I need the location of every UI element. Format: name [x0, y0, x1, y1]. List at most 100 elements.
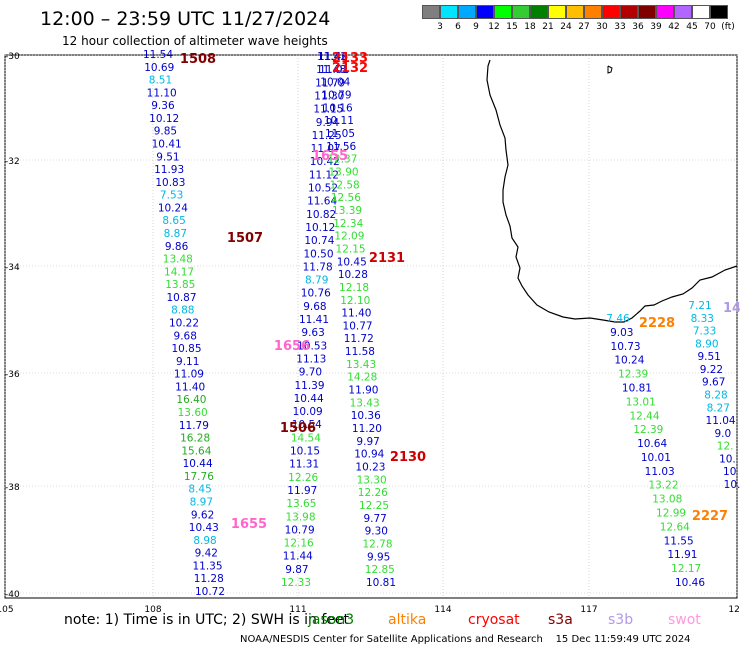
swh-value: 8.98: [193, 535, 216, 547]
pass-label: 1508: [180, 52, 216, 67]
swh-value: 12.56: [331, 192, 361, 204]
swh-value: 10.54: [292, 419, 322, 431]
swh-value: 13.43: [346, 359, 376, 371]
swh-value: 10.77: [343, 320, 373, 332]
swh-value: 10.44: [183, 458, 213, 470]
altimeter-passes: 11.5410.698.5111.109.3610.129.8510.419.5…: [143, 49, 740, 598]
swh-value: 17.76: [184, 471, 214, 483]
swh-value: 11.64: [307, 196, 337, 208]
swh-value: 11.10: [147, 87, 177, 99]
swh-value: 10.64: [637, 438, 667, 450]
swh-value: 10.43: [189, 522, 219, 534]
swh-value: 12.18: [339, 282, 369, 294]
swh-value: 11.58: [345, 346, 375, 358]
swh-value: 9.51: [697, 351, 720, 363]
swh-value: 11.55: [664, 535, 694, 547]
swh-value: 12.64: [660, 521, 690, 533]
swh-value: 8.45: [188, 484, 211, 496]
swh-value: 13.01: [626, 396, 656, 408]
swh-value: 10.79: [321, 89, 351, 101]
swh-value: 10.04: [320, 77, 350, 89]
swh-value: 11.39: [294, 380, 324, 392]
color-scale-label: 18: [524, 22, 536, 32]
swh-value: 11.25: [312, 130, 342, 142]
color-swatch: [638, 5, 656, 19]
footnote: note: 1) Time is in UTC; 2) SWH is in fe…: [64, 612, 350, 628]
swh-value: 10: [723, 466, 736, 478]
swh-value: 10.24: [158, 202, 188, 214]
swh-value: 11.54: [143, 49, 173, 61]
color-scale-label: 12: [488, 22, 500, 32]
swh-value: 10.83: [155, 177, 185, 189]
color-swatch: [656, 5, 674, 19]
color-swatch: [548, 5, 566, 19]
swh-value: 11.44: [283, 551, 313, 563]
swh-value: 9.63: [301, 327, 324, 339]
color-swatch: [566, 5, 584, 19]
swh-value: 10.42: [310, 156, 340, 168]
graticule: [4, 54, 738, 598]
swh-value: 12.09: [334, 231, 364, 243]
swh-value: 10.15: [290, 446, 320, 458]
swh-value: 10.41: [152, 139, 182, 151]
swh-value: 10.16: [323, 102, 353, 114]
swh-value: 13.65: [286, 498, 316, 510]
swh-value: 10.81: [366, 577, 396, 589]
swh-value: 11.15: [313, 104, 343, 116]
swh-value: 9.95: [367, 551, 390, 563]
swh-value: 10.: [719, 453, 736, 465]
swh-value: 11.72: [344, 333, 374, 345]
swh-value: 11.93: [154, 164, 184, 176]
swh-value: 11.90: [348, 385, 378, 397]
pass-label: 1656: [274, 339, 310, 354]
color-scale-label: 15: [506, 22, 518, 32]
swh-value: 9.36: [151, 100, 175, 112]
lon-tick-label: 117: [580, 605, 597, 615]
color-scale-label: (ft): [721, 22, 735, 32]
swh-value: 8.97: [190, 497, 213, 509]
swh-value: 16.28: [180, 433, 210, 445]
swh-value: 8.65: [162, 215, 185, 227]
color-scale-label: 27: [578, 22, 590, 32]
swh-value: 10.74: [304, 235, 334, 247]
pass-label: 2227: [692, 509, 728, 524]
pass-label: 2228: [639, 316, 675, 331]
swh-value: 11.04: [706, 415, 736, 427]
swh-value: 11.35: [192, 560, 222, 572]
swh-value: 10.46: [675, 577, 705, 589]
swh-value: 12.85: [365, 564, 395, 576]
pass-label: 1655: [312, 149, 348, 164]
swh-value: 9.03: [610, 327, 633, 339]
color-swatch: [584, 5, 602, 19]
swh-value: 9.67: [702, 377, 725, 389]
swh-value: 9.30: [365, 526, 388, 538]
swh-value: 10.52: [308, 183, 338, 195]
swh-value: 12.37: [327, 154, 357, 166]
swh-value: 12.: [717, 441, 734, 453]
rottnest-island-outline: [607, 65, 613, 74]
pass-label: 14: [723, 301, 740, 316]
color-swatch: [620, 5, 638, 19]
swh-value: 13.60: [178, 407, 208, 419]
swh-value: 11.40: [175, 381, 205, 393]
lat-tick-label: -34: [5, 263, 20, 273]
swh-value: 9.94: [316, 117, 340, 129]
color-swatch: [530, 5, 548, 19]
swh-value: 10.11: [324, 115, 354, 127]
swh-value: 11.79: [179, 420, 209, 432]
color-swatch: [674, 5, 692, 19]
swh-value: 8.90: [695, 338, 718, 350]
swh-value: 11.12: [309, 169, 339, 181]
color-swatch: [476, 5, 494, 19]
swh-value: 10.87: [166, 292, 196, 304]
swh-value: 10.73: [611, 341, 641, 353]
swh-value: 9.42: [195, 548, 218, 560]
swh-value: 8.88: [171, 305, 194, 317]
swh-value: 10.28: [338, 269, 368, 281]
swh-value: 7.21: [688, 300, 711, 312]
swh-value: 12.15: [336, 243, 366, 255]
swh-value: 10.: [724, 479, 740, 491]
swh-value: 8.51: [149, 75, 172, 87]
color-swatch: [422, 5, 440, 19]
swh-value: 10.44: [294, 393, 324, 405]
